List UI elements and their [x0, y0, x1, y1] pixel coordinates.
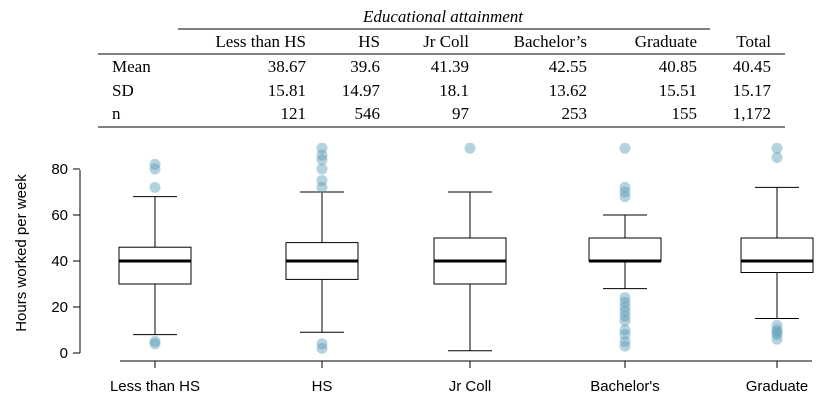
cell-n-jr-coll: 97 — [452, 104, 470, 123]
col-header-bachelors: Bachelor’s — [514, 32, 587, 51]
outlier-point — [771, 329, 783, 341]
outlier-point — [619, 191, 631, 203]
col-header-total: Total — [736, 32, 771, 51]
boxes — [118, 142, 814, 354]
outlier-point — [771, 319, 783, 331]
y-tick-label: 20 — [51, 299, 68, 316]
box-bachelor-s — [588, 142, 662, 352]
outlier-point — [619, 186, 631, 198]
row-label-n: n — [112, 104, 121, 123]
x-tick-label-jr-coll: Jr Coll — [449, 378, 492, 395]
outlier-point — [771, 142, 783, 154]
cell-sd-less-than-hs: 15.81 — [268, 81, 306, 100]
iqr-box — [740, 237, 814, 273]
col-header-jr-coll: Jr Coll — [423, 32, 469, 51]
cell-n-less-than-hs: 121 — [281, 104, 307, 123]
outlier-point — [149, 181, 161, 193]
cell-sd-total: 15.17 — [733, 81, 772, 100]
x-tick-label-bachelor-s: Bachelor's — [590, 378, 660, 395]
y-tick-label: 40 — [51, 253, 68, 270]
outlier-point — [316, 338, 328, 350]
x-ticks: Less than HS HS Jr Coll Bachelor's Graduate — [110, 361, 808, 395]
col-header-hs: HS — [358, 32, 380, 51]
outlier-point — [771, 324, 783, 336]
outlier-point — [771, 152, 783, 163]
box-hs — [285, 142, 359, 354]
y-tick-label: 0 — [60, 345, 68, 362]
outlier-point — [619, 315, 631, 327]
outlier-point — [149, 158, 161, 170]
cell-sd-graduate: 15.51 — [659, 81, 697, 100]
table-group-header: Educational attainment — [362, 7, 524, 26]
x-tick-label-graduate: Graduate — [746, 378, 809, 395]
cell-sd-jr-coll: 18.1 — [439, 81, 469, 100]
outlier-point — [316, 175, 328, 186]
row-label-sd: SD — [112, 81, 134, 100]
cell-n-bachelors: 253 — [562, 104, 588, 123]
box-graduate — [740, 142, 814, 345]
outlier-point — [149, 336, 161, 347]
cell-sd-bachelors: 13.62 — [549, 81, 587, 100]
outlier-point — [619, 306, 631, 318]
cell-n-total: 1,172 — [733, 104, 771, 123]
outlier-point — [316, 163, 328, 175]
outlier-point — [149, 163, 161, 175]
outlier-point — [619, 181, 631, 193]
outlier-point — [619, 310, 631, 322]
outlier-point — [619, 296, 631, 308]
cell-mean-hs: 39.6 — [350, 57, 380, 76]
outlier-point — [316, 154, 328, 166]
outlier-point — [316, 181, 328, 193]
outlier-point — [316, 142, 328, 154]
summary-table: Educational attainment Less than HS HS J… — [98, 7, 785, 128]
iqr-box — [588, 237, 662, 262]
outlier-point — [149, 338, 161, 350]
outlier-point — [619, 336, 631, 347]
cell-mean-less-than-hs: 38.67 — [268, 57, 307, 76]
outlier-point — [771, 333, 783, 345]
outlier-point — [619, 329, 631, 341]
box-plot: Hours worked per week 0 20 40 60 80 Less tha… — [13, 142, 814, 395]
outlier-point — [619, 324, 631, 336]
cell-mean-jr-coll: 41.39 — [431, 57, 469, 76]
row-label-mean: Mean — [112, 57, 151, 76]
y-tick-label: 60 — [51, 207, 68, 224]
outlier-point — [619, 292, 631, 304]
outlier-point — [464, 142, 476, 154]
iqr-box — [118, 246, 192, 285]
cell-n-hs: 546 — [355, 104, 381, 123]
col-header-graduate: Graduate — [635, 32, 697, 51]
box-jr-coll — [433, 142, 507, 352]
y-ticks: 0 20 40 60 80 — [51, 161, 80, 362]
col-header-less-than-hs: Less than HS — [215, 32, 306, 51]
box-less-than-hs — [118, 158, 192, 350]
outlier-point — [316, 342, 328, 354]
cell-n-graduate: 155 — [672, 104, 698, 123]
outlier-point — [619, 142, 631, 154]
outlier-point — [619, 301, 631, 313]
outlier-point — [771, 326, 783, 338]
x-tick-label-hs: HS — [312, 378, 333, 395]
outlier-point — [316, 149, 328, 161]
cell-sd-hs: 14.97 — [342, 81, 381, 100]
y-tick-label: 80 — [51, 161, 68, 178]
x-tick-label-less-than-hs: Less than HS — [110, 378, 200, 395]
cell-mean-total: 40.45 — [733, 57, 771, 76]
y-axis-label: Hours worked per week — [13, 174, 30, 332]
outlier-point — [619, 340, 631, 352]
cell-mean-bachelors: 42.55 — [549, 57, 587, 76]
cell-mean-graduate: 40.85 — [659, 57, 697, 76]
